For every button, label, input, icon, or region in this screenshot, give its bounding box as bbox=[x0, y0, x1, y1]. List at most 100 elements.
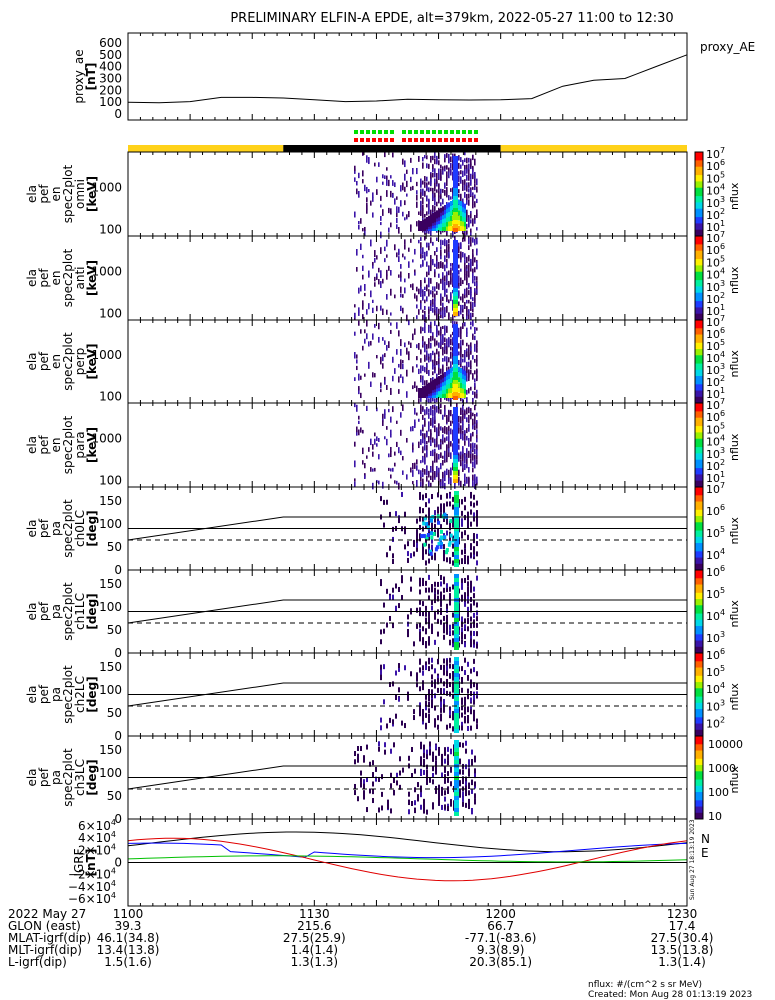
pa-pixel bbox=[438, 750, 440, 756]
pa-pixel bbox=[454, 547, 459, 551]
spectrogram-pixel bbox=[470, 435, 472, 442]
spectrogram-pixel bbox=[453, 196, 458, 200]
pa-pixel bbox=[468, 804, 470, 810]
pa-pixel bbox=[434, 516, 436, 522]
pa-pixel bbox=[461, 705, 463, 711]
spectrogram-pixel bbox=[458, 171, 460, 176]
spectrogram-pixel bbox=[408, 351, 410, 355]
pa-pixel bbox=[437, 675, 439, 681]
spectrogram-pixel bbox=[448, 195, 450, 201]
colorbar-segment bbox=[695, 540, 703, 544]
colorbar-segment bbox=[695, 284, 703, 287]
spectrogram-pixel bbox=[462, 226, 464, 231]
spectrogram-pixel bbox=[444, 474, 446, 482]
pa-pixel bbox=[454, 503, 459, 507]
spectrogram-pixel bbox=[460, 157, 462, 162]
spectrogram-pixel bbox=[430, 290, 432, 295]
spectrogram-pixel bbox=[372, 482, 374, 490]
pa-pixel bbox=[452, 517, 454, 523]
spectrogram-pixel bbox=[434, 378, 436, 384]
colorbar-segment bbox=[695, 505, 703, 509]
spectrogram-pixel bbox=[466, 299, 468, 304]
pa-pixel bbox=[467, 715, 469, 721]
spectrogram-pixel bbox=[424, 385, 426, 391]
spectrogram-pixel bbox=[448, 280, 450, 288]
colorbar-segment bbox=[695, 278, 703, 281]
colorbar-segment bbox=[695, 559, 703, 563]
spectrogram-pixel bbox=[446, 427, 448, 431]
pa-pixel bbox=[454, 507, 459, 511]
spectrogram-pixel bbox=[468, 188, 470, 193]
y-axis-label-line: spec2plot bbox=[61, 499, 75, 558]
spectrogram-pixel bbox=[436, 216, 438, 222]
pa-spectrogram-6 bbox=[380, 574, 478, 650]
spectrogram-pixel bbox=[476, 282, 478, 287]
spectrogram-pixel bbox=[426, 284, 428, 290]
spectrogram-pixel bbox=[436, 431, 438, 439]
pa-pixel bbox=[441, 756, 443, 762]
science-zone-dash bbox=[438, 138, 442, 142]
pa-pixel bbox=[464, 577, 466, 583]
spectrogram-pixel bbox=[452, 331, 454, 336]
pa-pixel bbox=[426, 525, 430, 530]
spectrogram-pixel bbox=[476, 449, 478, 456]
colorbar-segment bbox=[695, 219, 703, 222]
spectrogram-pixel bbox=[442, 336, 444, 341]
pa-pixel bbox=[422, 552, 424, 558]
spectrogram-pixel bbox=[428, 470, 430, 478]
spectrogram-pixel bbox=[418, 368, 420, 375]
spectrogram-pixel bbox=[442, 198, 444, 205]
y-tick-exponent: 4 bbox=[111, 891, 116, 900]
y-axis-label-line: [keV] bbox=[85, 260, 99, 296]
pa-pixel bbox=[395, 605, 397, 611]
pa-pixel bbox=[414, 768, 416, 774]
pa-pixel bbox=[422, 543, 424, 549]
spectrogram-pixel bbox=[414, 422, 416, 427]
spectrogram-pixel bbox=[376, 354, 378, 359]
y-axis-label-line: pef bbox=[37, 435, 51, 455]
spectrogram-pixel bbox=[460, 226, 462, 231]
spectrogram-pixel bbox=[464, 203, 466, 209]
spectrogram-pixel bbox=[476, 327, 478, 331]
pa-pixel bbox=[425, 493, 427, 499]
spectrogram-pixel bbox=[476, 429, 478, 435]
pa-pixel bbox=[454, 590, 459, 594]
pa-pixel bbox=[422, 626, 424, 632]
pa-pixel bbox=[476, 541, 478, 547]
spectrogram-pixel bbox=[422, 189, 424, 196]
spectrogram-pixel bbox=[420, 302, 422, 310]
spectrogram-pixel bbox=[440, 307, 442, 312]
spectrogram-pixel bbox=[372, 307, 374, 313]
spectrogram-pixel bbox=[448, 207, 450, 213]
pa-pixel bbox=[452, 624, 454, 630]
pa-pixel bbox=[410, 576, 412, 582]
colorbar-segment bbox=[695, 208, 703, 212]
spectrogram-pixel bbox=[374, 257, 376, 263]
colorbar-segment bbox=[695, 729, 703, 733]
spectrogram-pixel bbox=[460, 351, 462, 358]
spectrogram-pixel bbox=[416, 364, 418, 368]
panel-frame bbox=[127, 32, 688, 121]
spectrogram-pixel bbox=[442, 427, 444, 433]
spectrogram-pixel bbox=[476, 438, 478, 443]
spectrogram-pixel bbox=[470, 231, 472, 236]
spectrogram-pixel bbox=[420, 375, 422, 380]
spectrogram-pixel bbox=[432, 193, 434, 200]
spectrogram-pixel bbox=[446, 431, 448, 435]
spectrogram-pixel bbox=[424, 469, 426, 475]
spectrogram-pixel bbox=[430, 305, 432, 311]
spectrogram-pixel bbox=[366, 208, 368, 214]
pa-pixel bbox=[420, 804, 422, 810]
spectrogram-pixel bbox=[434, 387, 436, 393]
spectrogram-pixel bbox=[476, 289, 478, 294]
spectrogram-pixel bbox=[442, 189, 444, 193]
spectrogram-pixel bbox=[453, 340, 458, 344]
spectrogram-pixel bbox=[398, 206, 400, 213]
y-axis-label-line: pef bbox=[37, 684, 51, 704]
spectrogram-pixel bbox=[476, 261, 478, 268]
spectrogram-pixel bbox=[428, 338, 430, 345]
pa-pixel bbox=[476, 684, 478, 690]
spectrogram-pixel bbox=[434, 366, 436, 371]
spectrogram-pixel bbox=[462, 354, 464, 358]
spectrogram-pixel bbox=[440, 326, 442, 332]
